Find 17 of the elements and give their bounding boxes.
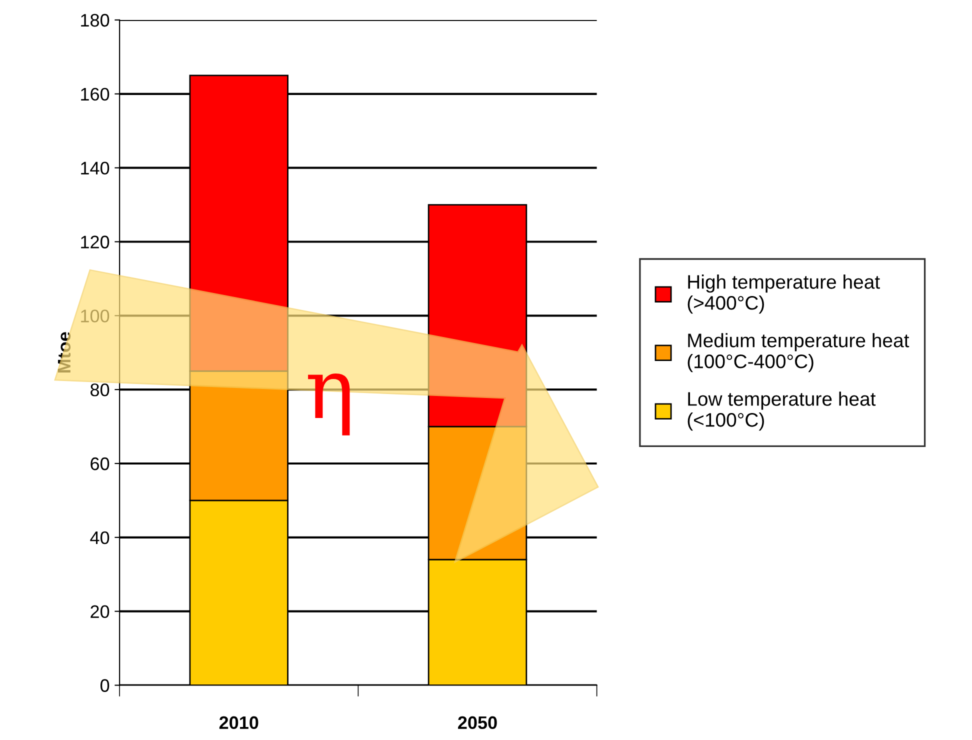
y-tick-label: 20 (90, 605, 110, 618)
legend-label: Medium temperature heat (100°C-400°C) (688, 333, 910, 372)
y-tick-label: 40 (90, 531, 110, 544)
y-tick-label: 140 (81, 162, 110, 175)
y-tick-label: 120 (81, 236, 110, 248)
y-tick-label: 0 (100, 679, 110, 692)
y-tick-label: 180 (81, 14, 110, 27)
y-axis-title: Mtoe (58, 332, 71, 372)
y-tick-label: 100 (81, 310, 110, 322)
legend-label: High temperature heat (>400°C) (688, 274, 880, 314)
x-tick-label: 2010 (219, 716, 258, 730)
y-tick-label: 160 (81, 88, 110, 101)
legend-label: Low temperature heat (<100°C) (688, 392, 876, 431)
annotation: η (308, 374, 350, 436)
y-tick-label: 80 (90, 384, 110, 396)
y-tick-label: 60 (90, 457, 110, 470)
x-tick-label: 2050 (458, 716, 497, 730)
